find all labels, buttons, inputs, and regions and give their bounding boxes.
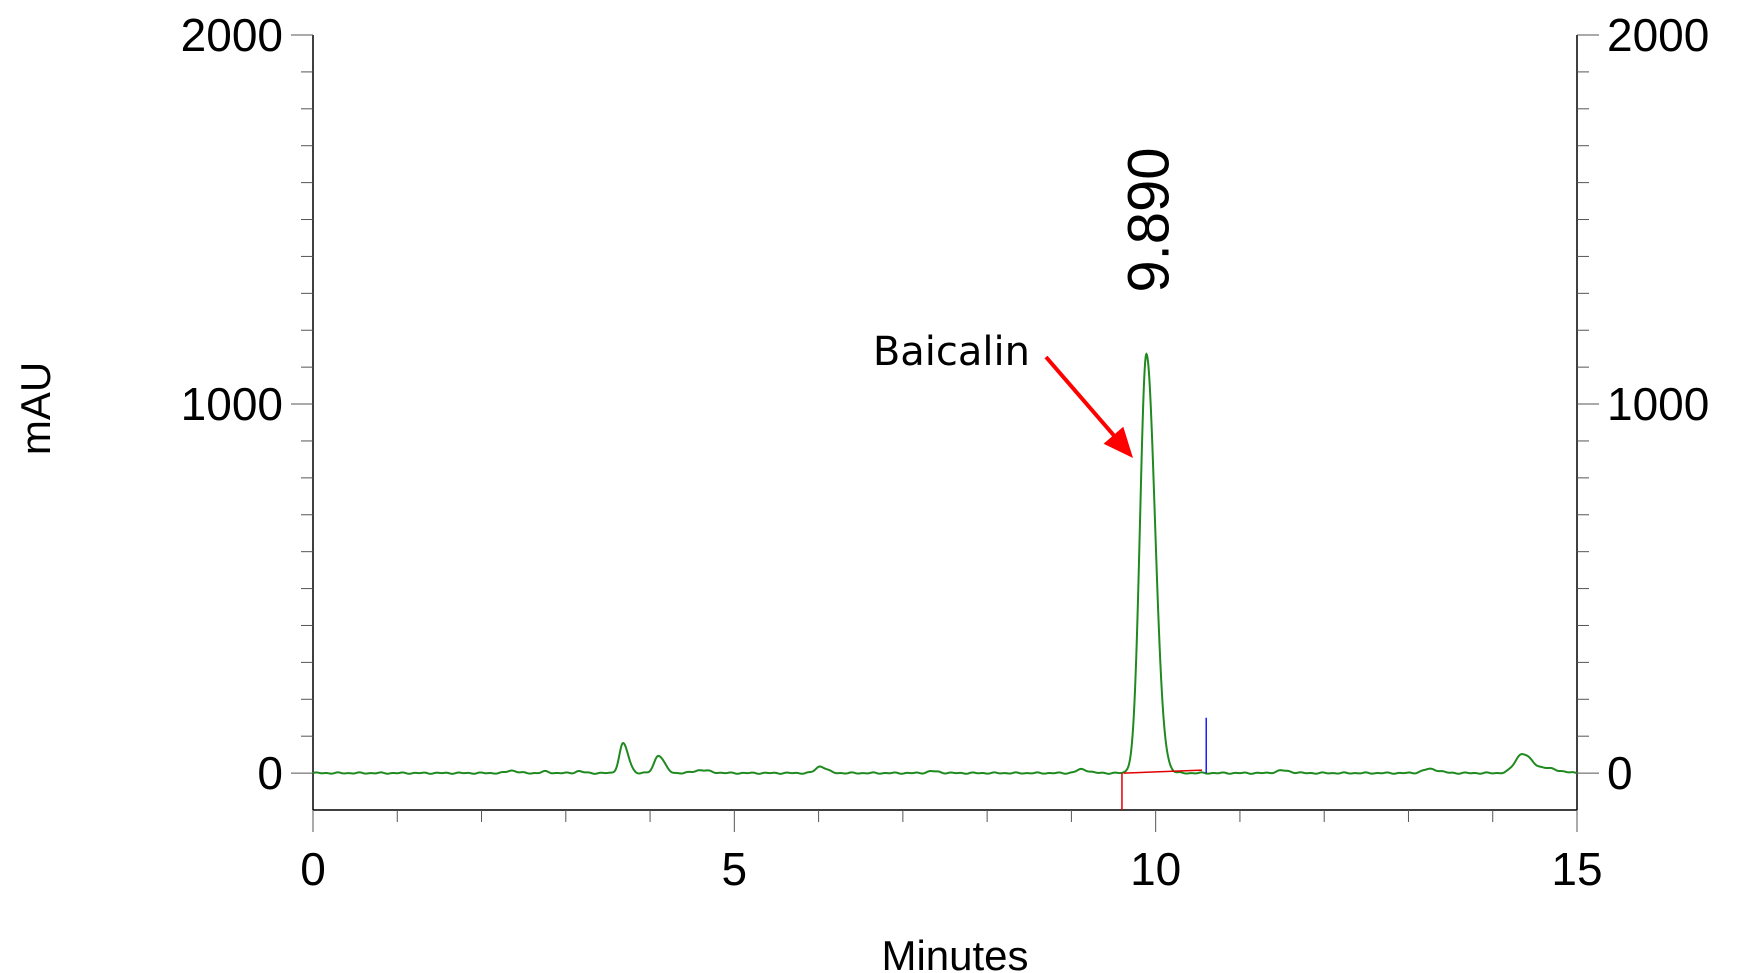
y-tick-label-right: 1000 (1607, 378, 1709, 430)
chromatogram-trace (312, 352, 1578, 775)
y-tick-label-left: 1000 (181, 378, 283, 430)
y-tick-label-right: 0 (1607, 747, 1633, 799)
x-tick-label: 0 (300, 843, 326, 895)
annotation-arrow-head (1103, 426, 1133, 458)
integration-baseline (1123, 769, 1203, 774)
x-tick-label: 15 (1551, 843, 1602, 895)
axes (291, 34, 1599, 832)
plot-area (312, 352, 1578, 810)
compound-label: Baicalin (873, 329, 1030, 375)
y-axis-title: mAU (12, 362, 59, 455)
x-tick-label: 10 (1130, 843, 1181, 895)
y-tick-label-right: 2000 (1607, 9, 1709, 61)
peak-retention-label: 9.890 (1116, 147, 1181, 292)
x-tick-label: 5 (722, 843, 748, 895)
y-tick-label-left: 0 (257, 747, 283, 799)
y-tick-label-left: 2000 (181, 9, 283, 61)
annotation-arrow-shaft (1044, 355, 1125, 448)
x-axis-title: Minutes (881, 932, 1028, 973)
